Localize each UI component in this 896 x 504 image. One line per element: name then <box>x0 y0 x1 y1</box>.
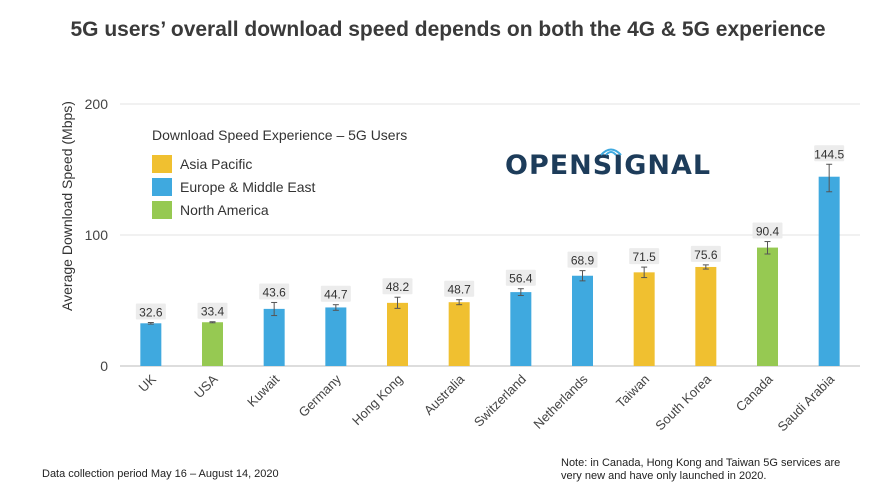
x-tick-label: Switzerland <box>471 372 529 430</box>
launch-note: Note: in Canada, Hong Kong and Taiwan 5G… <box>561 457 861 483</box>
legend-swatch-asia-pacific <box>152 154 172 173</box>
bar <box>633 272 655 366</box>
legend-label-north-america: North America <box>180 201 269 218</box>
x-axis-ticks: UK USA Kuwait Germany Hong Kong Australia Swit… <box>136 371 838 434</box>
data-label: 33.4 <box>201 305 225 319</box>
bar <box>757 247 778 366</box>
data-label-background <box>197 302 228 319</box>
data-label-background <box>382 278 413 295</box>
legend-item-europe-middle-east: Europe & Middle East <box>152 175 407 198</box>
data-label-background <box>444 280 475 297</box>
legend-item-north-america: North America <box>152 198 407 221</box>
legend-swatch-europe-middle-east <box>152 177 172 196</box>
legend-label-europe-middle-east: Europe & Middle East <box>180 178 316 195</box>
bar <box>510 292 532 366</box>
data-label: 75.6 <box>694 248 718 262</box>
x-tick-label: Saudi Arabia <box>775 371 838 434</box>
launch-note-line-1: Note: in Canada, Hong Kong and Taiwan 5G… <box>561 457 841 469</box>
y-tick-label: 200 <box>85 96 109 112</box>
x-tick-label: South Korea <box>652 371 714 433</box>
data-label: 48.2 <box>386 280 410 294</box>
bar <box>387 302 408 366</box>
y-tick-label: 100 <box>85 227 109 243</box>
data-label: 56.4 <box>509 272 533 286</box>
data-label-background <box>320 285 351 302</box>
data-label-background <box>690 245 721 262</box>
x-tick-label: Germany <box>296 371 345 420</box>
data-label-background <box>505 269 536 286</box>
data-label: 90.4 <box>756 225 780 239</box>
data-label-background <box>259 283 290 300</box>
data-label-background <box>752 222 783 239</box>
bar <box>325 307 347 366</box>
x-tick-label: Hong Kong <box>349 372 406 429</box>
gridlines <box>120 103 860 367</box>
signal-wave-icon <box>600 148 622 156</box>
bar <box>572 275 593 366</box>
x-tick-label: USA <box>191 371 221 401</box>
y-tick-label: 0 <box>100 358 108 374</box>
data-label-background <box>814 145 845 162</box>
legend-label-asia-pacific: Asia Pacific <box>180 155 253 172</box>
data-label: 71.5 <box>632 250 656 264</box>
data-label: 44.7 <box>324 288 348 302</box>
bar <box>140 323 162 366</box>
data-label-background <box>629 248 660 265</box>
x-tick-label: Taiwan <box>613 372 652 411</box>
y-axis-label: Average Download Speed (Mbps) <box>59 101 75 311</box>
x-tick-label: UK <box>136 371 160 395</box>
data-label: 68.9 <box>571 254 595 268</box>
bar <box>818 176 840 366</box>
x-tick-label: Canada <box>733 371 776 414</box>
bar <box>202 322 223 366</box>
opensignal-logo: OPENSIGNAL <box>505 150 712 181</box>
legend: Download Speed Experience – 5G Users Asi… <box>152 127 407 221</box>
legend-title: Download Speed Experience – 5G Users <box>152 127 408 143</box>
data-label-background <box>567 251 598 268</box>
x-tick-label: Netherlands <box>530 371 591 432</box>
bar <box>695 266 717 366</box>
bar <box>448 302 470 366</box>
bar <box>263 308 285 366</box>
legend-swatch-north-america <box>152 200 172 219</box>
x-tick-label: Australia <box>421 371 468 418</box>
data-label: 32.6 <box>139 306 163 320</box>
launch-note-line-2: very new and have only launched in 2020. <box>561 470 767 482</box>
data-label: 144.5 <box>814 147 844 161</box>
y-axis-ticks: 0 100 200 <box>85 96 109 374</box>
data-label: 48.7 <box>447 283 471 297</box>
chart-title: 5G users’ overall download speed depends… <box>70 18 826 41</box>
data-label-background <box>135 303 166 320</box>
legend-item-asia-pacific: Asia Pacific <box>152 152 407 175</box>
bars: 32.6 33.4 43.6 44.7 48.2 48.7 56.4 68.9 71.5 75.6… <box>135 145 845 366</box>
data-label: 43.6 <box>262 285 286 299</box>
data-collection-note: Data collection period May 16 – August 1… <box>42 468 279 480</box>
x-tick-label: Kuwait <box>244 371 282 409</box>
